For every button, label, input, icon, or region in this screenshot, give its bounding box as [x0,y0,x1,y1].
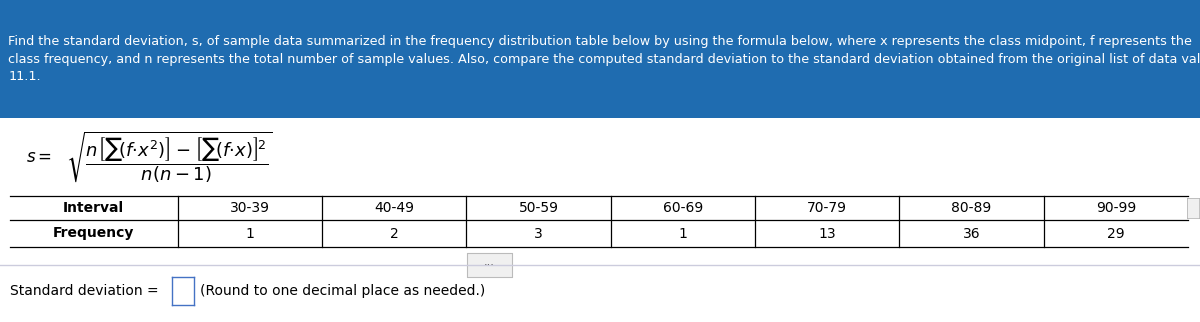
Text: 40-49: 40-49 [374,201,414,215]
Text: (Round to one decimal place as needed.): (Round to one decimal place as needed.) [200,284,486,298]
Text: Frequency: Frequency [53,226,134,241]
Text: 60-69: 60-69 [662,201,703,215]
Text: 80-89: 80-89 [952,201,991,215]
Text: Find the standard deviation, s, of sample data summarized in the frequency distr: Find the standard deviation, s, of sampl… [8,35,1200,83]
Text: 29: 29 [1108,226,1124,241]
Text: Standard deviation =: Standard deviation = [10,284,158,298]
Text: 30-39: 30-39 [229,201,270,215]
Text: 50-59: 50-59 [518,201,558,215]
Text: ···: ··· [484,260,496,270]
Text: $s=$: $s=$ [26,148,53,166]
Text: 13: 13 [818,226,836,241]
Text: 70-79: 70-79 [808,201,847,215]
Text: 36: 36 [962,226,980,241]
Text: 3: 3 [534,226,542,241]
Text: 1: 1 [678,226,688,241]
Text: Interval: Interval [64,201,124,215]
Text: $\sqrt{\dfrac{n\left[\sum\!\left(f{\cdot}x^2\right)\right]-\left[\sum\!\left(f{\: $\sqrt{\dfrac{n\left[\sum\!\left(f{\cdot… [66,129,272,185]
Text: 2: 2 [390,226,398,241]
Text: 1: 1 [245,226,254,241]
Text: 90-99: 90-99 [1096,201,1136,215]
